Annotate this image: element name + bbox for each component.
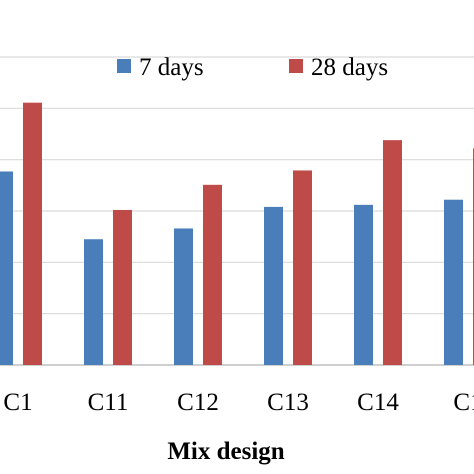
x-tick-labels: C1 C11 C12 C13 C14 C1 xyxy=(3,389,474,416)
gridlines xyxy=(0,56,474,366)
legend-swatch-7-days xyxy=(117,59,131,73)
bar-c11-7-days xyxy=(84,239,103,365)
x-tick-label-c1: C1 xyxy=(3,389,32,416)
bar-c1-28-days xyxy=(23,102,42,365)
bar-c14-28-days xyxy=(383,140,402,365)
x-tick-label-c1: C1 xyxy=(453,389,474,416)
bar-c12-7-days xyxy=(174,228,193,365)
x-tick-label-c13: C13 xyxy=(267,389,309,416)
bar-c12-28-days xyxy=(203,184,222,365)
legend-swatch-28-days xyxy=(289,59,303,73)
legend-label-28-days: 28 days xyxy=(311,54,388,81)
bar-c13-28-days xyxy=(293,170,312,365)
bar-c1-7-days xyxy=(444,199,463,365)
bar-c11-28-days xyxy=(113,209,132,365)
x-tick-label-c12: C12 xyxy=(177,389,219,416)
bar-c13-7-days xyxy=(264,206,283,365)
legend-label-7-days: 7 days xyxy=(139,54,204,81)
bar-c1-7-days xyxy=(0,171,13,365)
bar-c14-7-days xyxy=(354,204,373,365)
x-tick-label-c11: C11 xyxy=(88,389,129,416)
x-tick-label-c14: C14 xyxy=(357,389,399,416)
bars xyxy=(0,102,474,365)
x-axis-title: Mix design xyxy=(167,438,284,465)
legend: 7 days 28 days xyxy=(117,54,388,81)
